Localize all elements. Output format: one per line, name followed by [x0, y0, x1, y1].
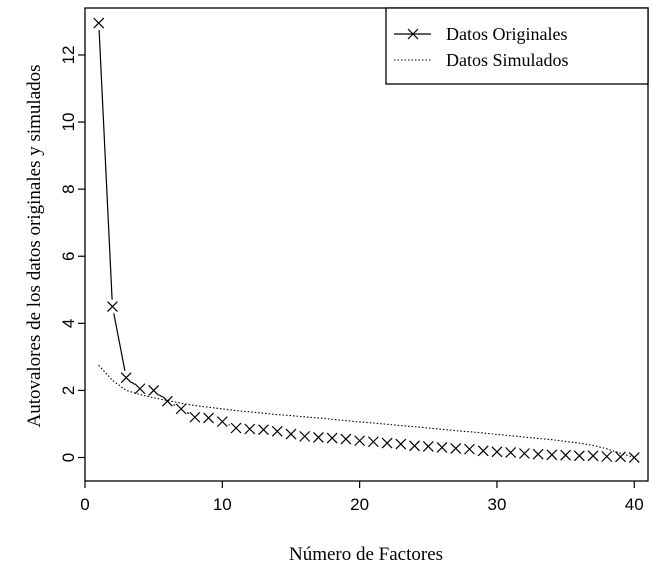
point-original [189, 411, 201, 423]
x-axis: 0 10 20 30 40 [80, 481, 644, 514]
x-tick-label: 20 [350, 495, 369, 514]
y-tick-label: 6 [59, 252, 78, 261]
point-original [505, 447, 517, 458]
y-tick-label: 2 [59, 386, 78, 395]
point-original [367, 436, 379, 448]
plot-frame [84, 7, 649, 482]
series-line-simulated [98, 364, 635, 459]
point-original [491, 446, 503, 458]
point-original [518, 448, 530, 459]
point-original [601, 451, 613, 462]
point-original [436, 442, 448, 453]
y-axis: 0 2 4 6 8 10 12 [59, 46, 85, 462]
point-original [450, 443, 462, 454]
point-original [313, 431, 324, 443]
point-original [299, 430, 311, 442]
x-tick-label: 0 [80, 495, 89, 514]
point-original [326, 432, 338, 444]
point-original [354, 435, 366, 447]
point-original [615, 451, 626, 463]
point-original [203, 412, 215, 424]
y-axis-title: Autovalores de los datos originales y si… [24, 64, 45, 427]
point-original [107, 301, 118, 312]
point-original [395, 438, 407, 450]
point-original [546, 449, 558, 461]
point-original [532, 448, 544, 460]
y-tick-label: 10 [59, 113, 78, 132]
y-tick-label: 8 [59, 184, 78, 193]
point-original [381, 437, 393, 449]
legend-label-simulated: Datos Simulados [446, 50, 569, 70]
legend-label-original: Datos Originales [446, 24, 567, 44]
point-original [148, 385, 160, 396]
series-segment-original [158, 394, 163, 398]
point-original [464, 443, 475, 455]
point-original [573, 450, 585, 462]
point-original [244, 423, 256, 435]
point-original [134, 383, 146, 395]
point-original [409, 440, 420, 452]
x-tick-label: 30 [487, 495, 506, 514]
point-original [120, 372, 132, 384]
point-original [230, 422, 242, 434]
series-segment-original [98, 30, 113, 300]
x-tick-label: 10 [213, 495, 232, 514]
legend-box [385, 7, 649, 85]
y-tick-label: 12 [59, 46, 78, 65]
point-original [175, 403, 187, 415]
point-original [216, 416, 228, 428]
y-tick-label: 0 [59, 453, 78, 462]
point-original [560, 449, 572, 461]
series-segment-original [228, 424, 230, 426]
x-axis-title: Número de Factores [289, 544, 443, 565]
point-original [587, 450, 599, 462]
legend: Datos Originales Datos Simulados [385, 7, 649, 85]
legend-marker-original [407, 28, 419, 40]
series-segment-original [186, 411, 190, 415]
series-segment-original [173, 404, 176, 406]
series-segment-original [131, 381, 135, 385]
point-original [628, 452, 640, 463]
point-original [422, 441, 434, 452]
point-original [285, 428, 297, 440]
point-original [258, 424, 269, 436]
point-original [93, 17, 105, 29]
point-original [340, 433, 352, 445]
y-tick-label: 4 [59, 319, 78, 328]
point-original [271, 425, 283, 437]
series-segment-original [113, 313, 126, 371]
point-original [161, 395, 173, 407]
x-tick-label: 40 [625, 495, 644, 514]
series-layer [93, 17, 640, 463]
point-original [477, 445, 489, 457]
